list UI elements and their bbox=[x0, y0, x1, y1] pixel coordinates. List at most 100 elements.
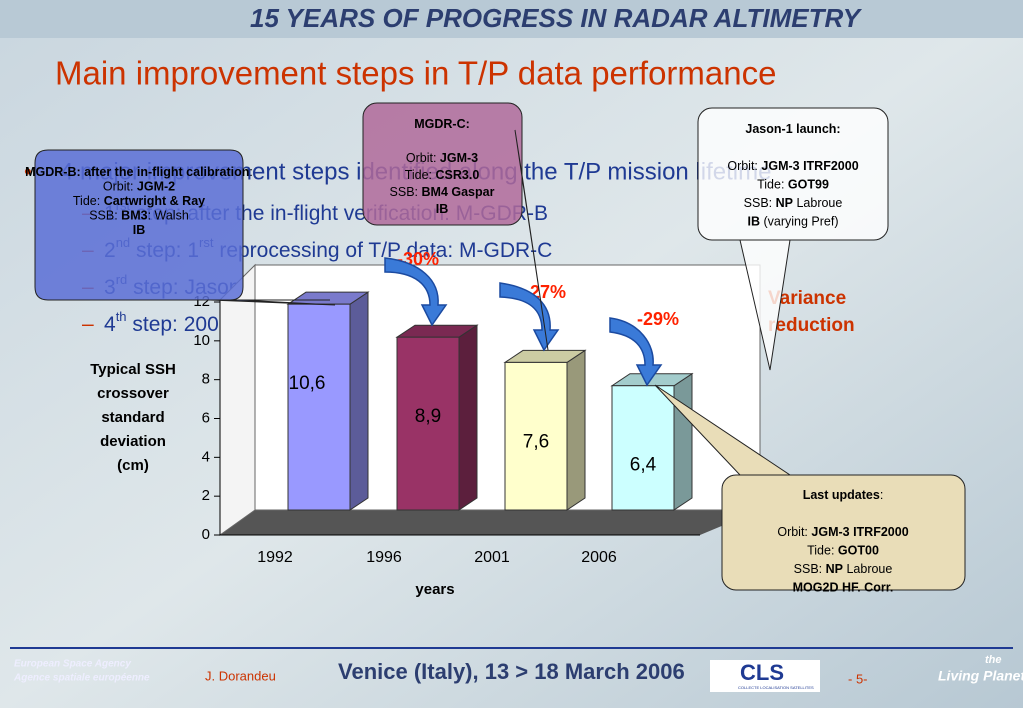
text-line: MOG2D HF. Corr. bbox=[793, 581, 894, 595]
text-line: SSB: BM3: Walsh bbox=[89, 209, 189, 223]
floor bbox=[220, 510, 760, 535]
y-axis-title: deviation bbox=[100, 433, 166, 450]
text-line: IB bbox=[133, 223, 146, 237]
text-segment: Orbit: bbox=[727, 159, 761, 173]
text-line: SSB: NP Labroue bbox=[794, 562, 893, 576]
text-segment: IB bbox=[133, 223, 146, 237]
x-axis-title: years bbox=[415, 581, 454, 598]
y-tick-label: 6 bbox=[202, 409, 210, 426]
text-line: Orbit: JGM-3 ITRF2000 bbox=[777, 525, 908, 539]
x-tick-label: 1996 bbox=[366, 549, 402, 566]
tagline: Living Planet bbox=[938, 668, 1023, 684]
text-segment: Last updates bbox=[803, 488, 880, 502]
text-line: Tide: CSR3.0 bbox=[405, 168, 480, 182]
text-segment: SSB: bbox=[794, 562, 826, 576]
text-segment: : Walsh bbox=[148, 209, 189, 223]
dash: – bbox=[82, 313, 94, 336]
note: Variance bbox=[768, 288, 846, 309]
text-segment: JGM-2 bbox=[137, 180, 175, 194]
text-line: IB bbox=[436, 202, 449, 216]
text-segment: Orbit: bbox=[777, 525, 811, 539]
text-segment: Orbit: bbox=[406, 151, 440, 165]
value-label: 7,6 bbox=[523, 431, 549, 452]
text-segment: SSB: bbox=[744, 196, 776, 210]
callouts: MGDR-B: after the in-flight calibration:… bbox=[25, 117, 909, 595]
bar bbox=[611, 385, 675, 511]
text-line: Tide: GOT99 bbox=[757, 178, 829, 192]
text-line: Tide: Cartwright & Ray bbox=[73, 194, 205, 208]
tagline: the bbox=[985, 654, 1002, 666]
y-tick-label: 0 bbox=[202, 526, 210, 543]
y-axis-title: Typical SSH bbox=[90, 361, 176, 378]
callout-shapes bbox=[34, 102, 966, 591]
x-tick-label: 2001 bbox=[474, 549, 510, 566]
y-axis-title: standard bbox=[101, 409, 164, 426]
venue: Venice (Italy), 13 > 18 March 2006 bbox=[338, 659, 685, 684]
text-segment: Tide: bbox=[73, 194, 104, 208]
text-line: MGDR-B: after the in-flight calibration: bbox=[25, 165, 253, 179]
text-segment: : bbox=[249, 165, 252, 179]
annotation: -29% bbox=[637, 309, 679, 329]
text-line: Tide: GOT00 bbox=[807, 544, 879, 558]
bar bbox=[504, 361, 568, 511]
text-segment: SSB: bbox=[390, 185, 422, 199]
text-segment: MGDR-C: bbox=[414, 117, 470, 131]
text-segment: (varying Pref) bbox=[760, 215, 839, 229]
note: reduction bbox=[768, 315, 855, 336]
text-line: Jason-1 launch: bbox=[745, 122, 840, 136]
text-segment: Labroue bbox=[843, 562, 892, 576]
bar bbox=[396, 336, 460, 511]
header-band bbox=[0, 0, 1023, 38]
text-segment: Cartwright & Ray bbox=[104, 194, 205, 208]
text-segment: MGDR-B: after the in-flight calibration bbox=[25, 165, 249, 179]
text-segment: Orbit: bbox=[103, 180, 137, 194]
text-segment: Labroue bbox=[793, 196, 842, 210]
header: 15 YEARS OF PROGRESS IN RADAR ALTIMETRY bbox=[250, 3, 863, 33]
text-segment: 4 bbox=[104, 313, 116, 336]
side-wall bbox=[219, 263, 256, 536]
x-tick-label: 1992 bbox=[257, 549, 293, 566]
agency: European Space Agency bbox=[14, 659, 131, 670]
text-segment: Jason-1 launch: bbox=[745, 122, 840, 136]
bar-side bbox=[458, 324, 478, 511]
y-tick-label: 8 bbox=[202, 371, 210, 388]
text-segment: SSB: bbox=[89, 209, 121, 223]
text-segment: Tide: bbox=[757, 178, 788, 192]
text-line: Orbit: JGM-3 bbox=[406, 151, 478, 165]
text-segment: Tide: bbox=[405, 168, 436, 182]
text-line: Last updates: bbox=[803, 488, 884, 502]
text-line: IB (varying Pref) bbox=[748, 215, 839, 229]
title: Main improvement steps in T/P data perfo… bbox=[55, 55, 776, 92]
text-segment: IB bbox=[748, 215, 761, 229]
text-segment: GOT00 bbox=[838, 544, 879, 558]
value-label: 8,9 bbox=[415, 406, 441, 427]
text-segment: CSR3.0 bbox=[436, 168, 480, 182]
text-segment: NP bbox=[826, 562, 843, 576]
y-axis-title: crossover bbox=[97, 385, 169, 402]
text-segment: reprocessing of T/P data: M-GDR-C bbox=[214, 239, 553, 262]
bar bbox=[287, 303, 351, 511]
text-line: Orbit: JGM-3 ITRF2000 bbox=[727, 159, 858, 173]
arrows bbox=[384, 257, 663, 387]
logo: CLS bbox=[740, 660, 784, 685]
text-segment: Tide: bbox=[807, 544, 838, 558]
text-segment: th bbox=[116, 309, 127, 324]
text-segment: JGM-3 ITRF2000 bbox=[761, 159, 858, 173]
x-tick-label: 2006 bbox=[581, 549, 617, 566]
page-number: - 5- bbox=[848, 671, 868, 686]
agency-fr: Agence spatiale européenne bbox=[13, 673, 150, 684]
logo-box bbox=[710, 660, 820, 692]
text-line: SSB: BM4 Gaspar bbox=[390, 185, 495, 199]
text-segment: NP bbox=[776, 196, 793, 210]
text-segment: MOG2D HF. Corr. bbox=[793, 581, 894, 595]
y-tick-label: 4 bbox=[202, 448, 210, 465]
text-segment: BM3 bbox=[121, 209, 147, 223]
text-segment: IB bbox=[436, 202, 449, 216]
bullet-mark: • bbox=[24, 159, 32, 184]
text-line: MGDR-C: bbox=[414, 117, 470, 131]
text-segment: JGM-3 ITRF2000 bbox=[811, 525, 908, 539]
text-line: Orbit: JGM-2 bbox=[103, 180, 175, 194]
y-axis-title: (cm) bbox=[117, 457, 149, 474]
